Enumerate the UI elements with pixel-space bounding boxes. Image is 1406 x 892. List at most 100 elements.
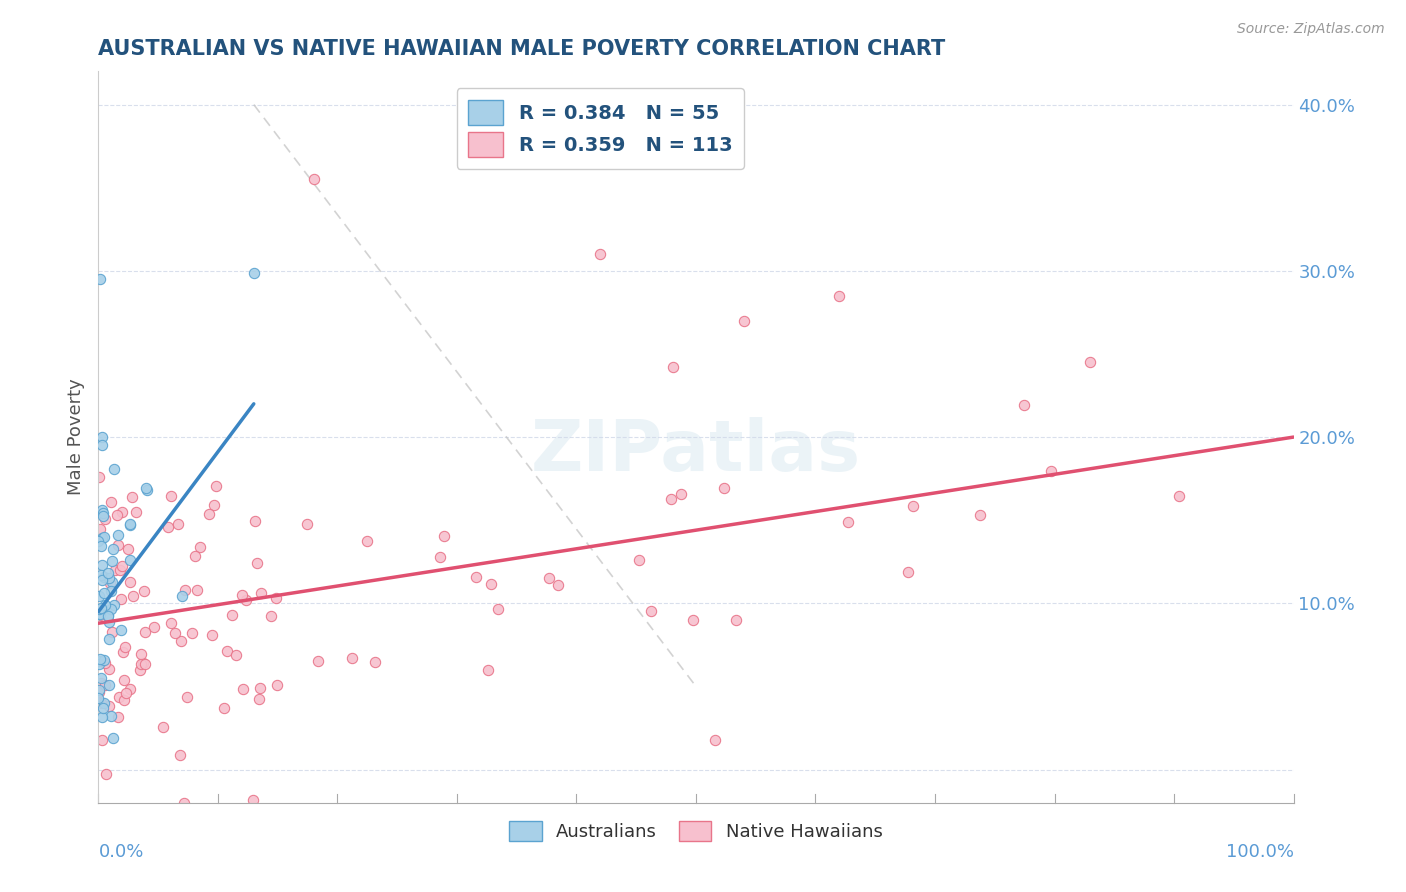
Point — [249, 691, 271, 706]
Point — [91, 430, 114, 444]
Point — [1168, 489, 1191, 503]
Point — [901, 499, 924, 513]
Point — [340, 650, 363, 665]
Point — [724, 613, 747, 627]
Point — [669, 487, 692, 501]
Point — [100, 575, 122, 590]
Text: ZIPatlas: ZIPatlas — [531, 417, 860, 486]
Point — [356, 534, 378, 549]
Point — [120, 517, 142, 532]
Point — [589, 247, 612, 261]
Point — [465, 570, 488, 584]
Point — [479, 577, 502, 591]
Point — [628, 553, 651, 567]
Point — [97, 609, 120, 624]
Text: AUSTRALIAN VS NATIVE HAWAIIAN MALE POVERTY CORRELATION CHART: AUSTRALIAN VS NATIVE HAWAIIAN MALE POVER… — [98, 38, 946, 59]
Legend: Australians, Native Hawaiians: Australians, Native Hawaiians — [502, 814, 890, 848]
Point — [91, 733, 114, 747]
Point — [90, 671, 112, 685]
Point — [1039, 464, 1062, 478]
Point — [173, 796, 195, 810]
Point — [91, 509, 114, 524]
Point — [93, 570, 115, 584]
Point — [100, 602, 122, 616]
Point — [118, 575, 141, 590]
Point — [135, 481, 157, 495]
Point — [307, 655, 329, 669]
Point — [94, 512, 117, 526]
Point — [87, 533, 110, 548]
Point — [89, 272, 111, 286]
Point — [97, 662, 120, 676]
Point — [107, 508, 129, 523]
Point — [93, 653, 115, 667]
Point — [682, 613, 704, 627]
Point — [183, 549, 205, 564]
Point — [173, 583, 195, 598]
Point — [107, 537, 129, 551]
Point — [97, 607, 120, 622]
Point — [188, 541, 211, 555]
Point — [662, 359, 685, 374]
Point — [143, 620, 166, 634]
Point — [117, 541, 139, 556]
Point — [1080, 355, 1102, 369]
Text: Source: ZipAtlas.com: Source: ZipAtlas.com — [1237, 22, 1385, 37]
Point — [538, 571, 561, 585]
Point — [186, 582, 208, 597]
Point — [201, 627, 224, 641]
Point — [202, 498, 225, 512]
Point — [96, 766, 118, 780]
Point — [111, 645, 134, 659]
Point — [93, 657, 115, 671]
Point — [111, 505, 134, 519]
Point — [87, 590, 110, 604]
Point — [132, 656, 155, 670]
Text: 0.0%: 0.0% — [98, 843, 143, 861]
Point — [235, 593, 257, 607]
Point — [242, 793, 264, 807]
Point — [98, 575, 121, 590]
Point — [89, 608, 111, 623]
Point — [108, 563, 131, 577]
Point — [170, 634, 193, 648]
Point — [101, 542, 124, 557]
Point — [90, 531, 112, 545]
Point — [90, 539, 112, 553]
Point — [260, 609, 283, 624]
Point — [97, 678, 120, 692]
Point — [93, 696, 115, 710]
Point — [93, 530, 115, 544]
Point — [103, 731, 125, 745]
Point — [89, 655, 111, 669]
Point — [231, 587, 253, 601]
Point — [94, 598, 117, 612]
Point — [90, 696, 112, 710]
Point — [107, 710, 129, 724]
Point — [165, 625, 187, 640]
Point — [107, 527, 129, 541]
Point — [156, 520, 179, 534]
Point — [172, 589, 194, 603]
Point — [97, 632, 120, 646]
Point — [733, 314, 755, 328]
Point — [176, 690, 198, 704]
Point — [659, 491, 682, 506]
Point — [114, 686, 136, 700]
Point — [297, 516, 319, 531]
Point — [1012, 398, 1035, 412]
Point — [704, 732, 727, 747]
Point — [90, 676, 112, 690]
Point — [112, 693, 135, 707]
Point — [87, 690, 110, 705]
Point — [91, 438, 114, 452]
Point — [89, 607, 111, 621]
Point — [243, 267, 266, 281]
Point — [87, 607, 110, 621]
Point — [363, 655, 385, 669]
Point — [198, 507, 221, 521]
Point — [429, 549, 451, 564]
Point — [104, 563, 127, 577]
Point — [249, 681, 271, 695]
Point — [91, 573, 114, 587]
